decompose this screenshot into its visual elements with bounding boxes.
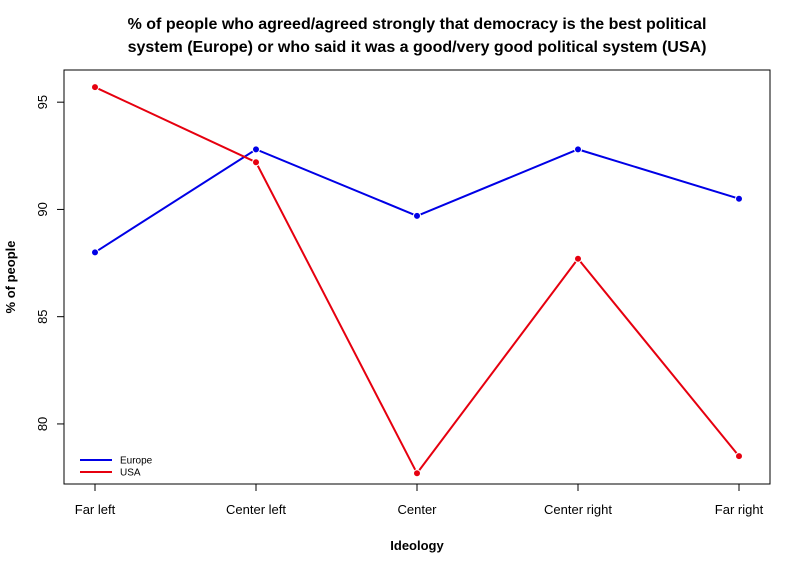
series-line-usa xyxy=(94,86,740,476)
series-europe xyxy=(91,145,743,257)
y-tick-label: 80 xyxy=(35,417,50,431)
data-point-europe xyxy=(91,248,99,257)
x-tick-label: Far left xyxy=(75,502,116,517)
series-layer xyxy=(91,83,743,478)
data-point-europe xyxy=(413,211,421,220)
series-line-europe xyxy=(94,148,740,254)
data-point-europe xyxy=(574,145,582,154)
data-point-usa xyxy=(574,254,582,263)
x-tick-label: Center left xyxy=(226,502,286,517)
chart-title-line-2: system (Europe) or who said it was a goo… xyxy=(128,39,707,56)
data-point-europe xyxy=(252,145,260,154)
data-point-usa xyxy=(252,158,260,167)
y-tick-label: 95 xyxy=(35,95,50,109)
legend-label: USA xyxy=(120,468,141,479)
x-axis: Far left Center left Center Center right Far… xyxy=(75,484,764,517)
chart-title: % of people who agreed/agreed strongly t… xyxy=(128,16,707,56)
y-tick-label: 85 xyxy=(35,309,50,323)
x-tick-label: Far right xyxy=(715,502,764,517)
legend-label: Europe xyxy=(120,456,153,467)
y-axis-label: % of people xyxy=(3,241,18,314)
plot-frame xyxy=(63,69,771,485)
series-usa xyxy=(91,83,743,478)
y-tick-label: 90 xyxy=(35,202,50,216)
x-tick-label: Center right xyxy=(544,502,612,517)
data-point-usa xyxy=(91,83,99,92)
data-point-europe xyxy=(735,194,743,203)
y-axis: 80 85 90 95 xyxy=(35,95,64,431)
data-point-usa xyxy=(413,469,421,478)
x-axis-label: Ideology xyxy=(390,538,444,553)
x-tick-label: Center xyxy=(397,502,437,517)
chart-title-line-1: % of people who agreed/agreed strongly t… xyxy=(128,16,707,33)
data-point-usa xyxy=(735,452,743,461)
